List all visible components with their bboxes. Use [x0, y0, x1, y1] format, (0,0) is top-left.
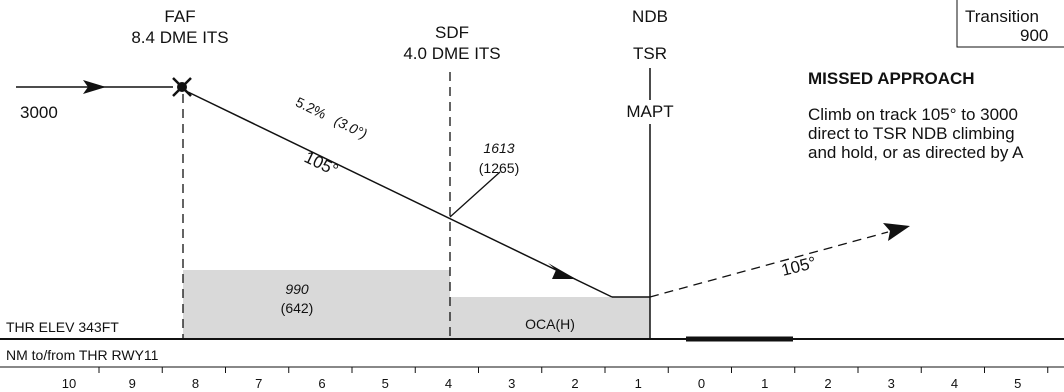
faf-dme: 8.4 DME ITS: [131, 28, 228, 47]
transition-label: Transition: [965, 7, 1039, 26]
scale-label: 5: [382, 376, 389, 391]
transition-value: 900: [1020, 26, 1048, 45]
missed-approach-line: and hold, or as directed by A: [808, 143, 1024, 162]
descent-path: [187, 91, 613, 298]
faf-min-altitude: 990: [285, 281, 309, 297]
scale-label: 7: [255, 376, 262, 391]
faf-min-height: (642): [281, 300, 314, 316]
step-leader: [449, 171, 501, 218]
scale-label: 2: [571, 376, 578, 391]
initial-altitude: 3000: [20, 103, 58, 122]
faf-cross-icon: [172, 77, 192, 97]
descent-angle: (3.0°): [332, 112, 370, 141]
oca-label: OCA(H): [525, 316, 575, 332]
sdf-dme: 4.0 DME ITS: [403, 44, 500, 63]
descent-gradient: 5.2%: [293, 94, 329, 122]
sdf-name: SDF: [435, 23, 469, 42]
scale-label: 9: [129, 376, 136, 391]
missed-approach-title: MISSED APPROACH: [808, 69, 975, 88]
mapt-label: MAPT: [626, 102, 673, 121]
scale-label: 1: [635, 376, 642, 391]
faf-name: FAF: [164, 7, 195, 26]
distance-label: NM to/from THR RWY11: [6, 347, 159, 363]
scale-label: 8: [192, 376, 199, 391]
missed-approach-line: Climb on track 105° to 3000: [808, 105, 1018, 124]
scale-label: 3: [888, 376, 895, 391]
distance-scale: 109876543210123456: [62, 367, 1049, 391]
scale-label: 2: [824, 376, 831, 391]
scale-label: 5: [1014, 376, 1021, 391]
missed-approach-path: [649, 231, 889, 298]
scale-label: 3: [508, 376, 515, 391]
ndb-ident: TSR: [633, 44, 667, 63]
ndb-name: NDB: [632, 7, 668, 26]
transition-box: [956, 0, 1064, 48]
scale-label: 4: [445, 376, 452, 391]
missed-approach-arrow: [883, 223, 910, 241]
step-altitude: 1613: [483, 140, 514, 156]
initial-arrow: [83, 80, 106, 94]
faf-minimum-area: [183, 270, 450, 339]
scale-label: 1: [761, 376, 768, 391]
oca-area: [450, 297, 650, 339]
missed-approach-line: direct to TSR NDB climbing: [808, 124, 1015, 143]
descent-track: 105°: [301, 147, 341, 179]
step-height: (1265): [479, 160, 519, 176]
scale-label: 4: [951, 376, 958, 391]
scale-label: 6: [318, 376, 325, 391]
threshold-elevation: THR ELEV 343FT: [6, 319, 119, 335]
scale-label: 10: [62, 376, 76, 391]
scale-label: 0: [698, 376, 705, 391]
descent-arrow: [548, 263, 576, 279]
missed-approach-track: 105°: [779, 253, 818, 280]
